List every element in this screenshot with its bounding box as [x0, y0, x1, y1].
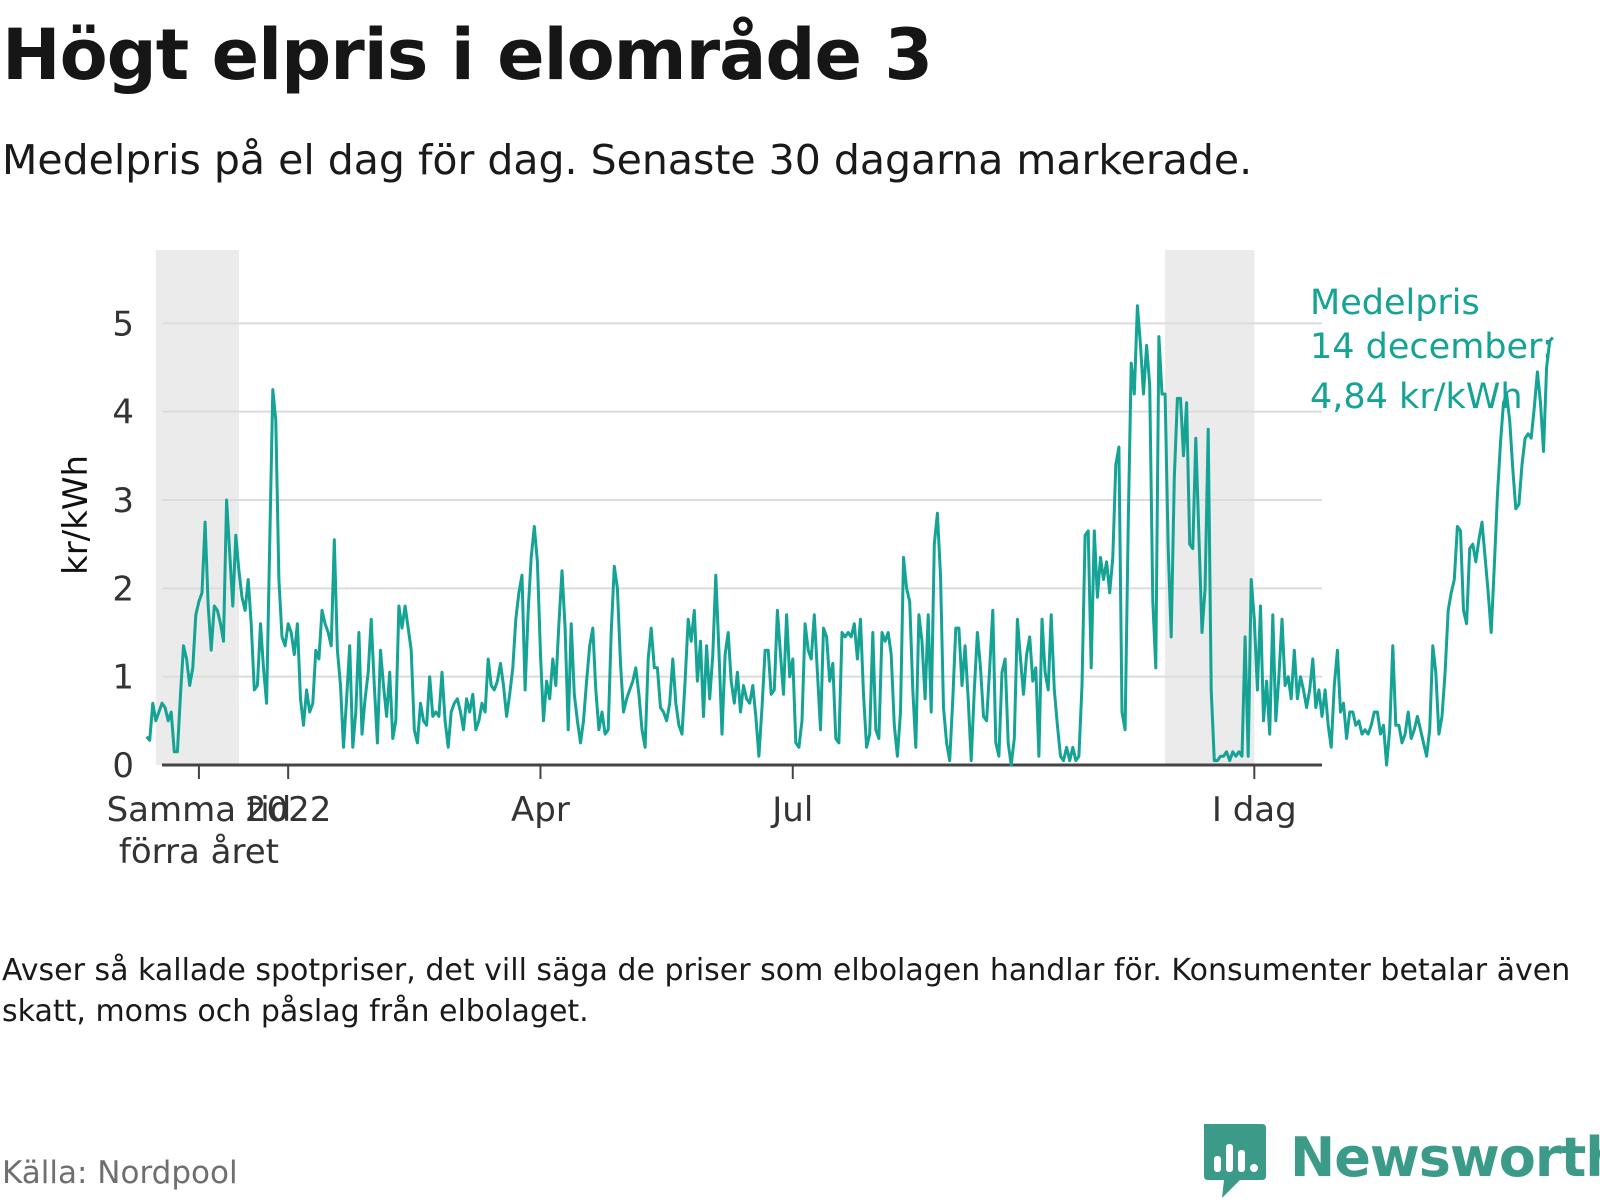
x-tick-label: I dag — [1212, 790, 1297, 830]
y-axis-ticks: 0 1 2 3 4 5 — [112, 304, 134, 786]
series-medelpris — [145, 304, 1554, 767]
x-tick-label: Apr — [511, 790, 570, 830]
series-line-0 — [145, 304, 1554, 767]
x-tick-label-line: 2022 — [245, 790, 332, 830]
latest-value-annotation: Medelpris 14 december: 4,84 kr/kWh — [1310, 283, 1554, 417]
annotation-text: Medelpris 14 december: 4,84 kr/kWh — [1310, 283, 1554, 417]
newsworthy-logo-icon — [1204, 1124, 1266, 1198]
annotation-line: 4,84 kr/kWh — [1310, 377, 1523, 417]
y-axis-label: kr/kWh — [56, 455, 96, 575]
page-title: Högt elpris i elområde 3 — [2, 14, 933, 96]
y-tick-label: 1 — [112, 658, 134, 698]
x-tick-label-line: Apr — [511, 790, 570, 830]
annotation-line: Medelpris — [1310, 283, 1480, 323]
x-tick-label-line: förra året — [119, 832, 279, 872]
y-tick-label: 3 — [112, 481, 134, 521]
y-tick-label: 2 — [112, 569, 134, 609]
x-tick-label: Jul — [770, 790, 813, 830]
chart-subtitle: Medelpris på el dag för dag. Senaste 30 … — [2, 136, 1253, 184]
x-tick-label-line: I dag — [1212, 790, 1297, 830]
brand-logo: Newsworthy — [1200, 1120, 1600, 1200]
y-tick-label: 0 — [112, 746, 134, 786]
brand-name: Newsworthy — [1290, 1126, 1600, 1189]
x-tick-label: Samma tid förra året — [107, 790, 292, 872]
source-credit: Källa: Nordpool — [2, 1155, 238, 1191]
y-tick-label: 5 — [112, 304, 134, 344]
footnote: Avser så kallade spotpriser, det vill sä… — [2, 953, 1571, 1029]
x-tick-label-line: Samma tid — [107, 790, 292, 830]
x-tick-label-line: Jul — [770, 790, 813, 830]
annotation-line: 14 december: — [1310, 327, 1554, 367]
y-tick-label: 4 — [112, 393, 134, 433]
x-tick-label: 2022 — [245, 790, 332, 830]
